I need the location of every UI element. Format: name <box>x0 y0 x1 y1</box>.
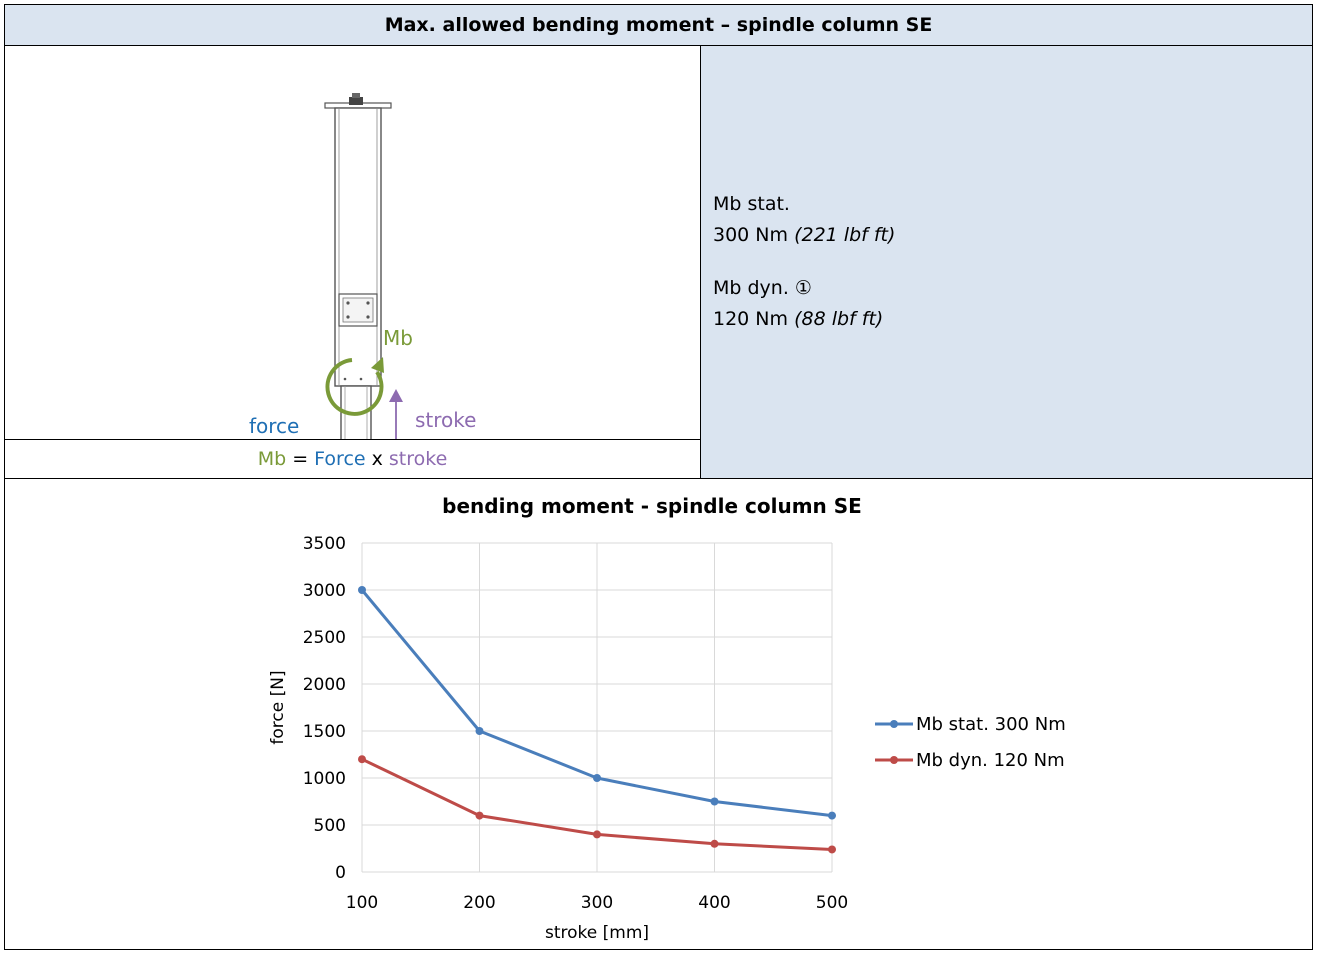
mb-dyn-value: 120 Nm <box>713 308 795 330</box>
mb-stat-imperial: (221 lbf ft) <box>794 224 896 246</box>
spindle-column-drawing <box>324 93 403 439</box>
formula-equals: = <box>286 448 315 470</box>
y-tick-label: 3500 <box>303 534 346 554</box>
mb-label: Mb <box>383 326 413 350</box>
stroke-label: stroke <box>415 408 477 432</box>
x-tick-label: 100 <box>346 893 378 913</box>
mb-stat-value-row: 300 Nm (221 lbf ft) <box>713 220 1312 251</box>
formula-mb: Mb <box>257 448 287 470</box>
y-tick-label: 1000 <box>303 769 346 789</box>
force-label: force <box>249 414 300 438</box>
mb-stat-label: Mb stat. <box>713 193 790 215</box>
legend-swatch-marker <box>890 756 898 764</box>
data-point-dyn <box>828 845 836 854</box>
x-tick-label: 500 <box>816 893 848 913</box>
legend-swatch-marker <box>890 720 898 728</box>
data-point-stat <box>828 811 836 820</box>
data-point-dyn <box>358 755 366 764</box>
mb-dyn-value-row: 120 Nm (88 lbf ft) <box>713 304 1312 335</box>
y-tick-label: 3000 <box>303 581 346 601</box>
legend-entry: Mb dyn. 120 Nm <box>916 750 1065 771</box>
data-point-stat <box>475 727 484 735</box>
legend-entry: Mb stat. 300 Nm <box>916 714 1066 735</box>
y-axis-label: force [N] <box>268 670 288 744</box>
y-tick-label: 0 <box>335 863 346 883</box>
x-axis-label: stroke [mm] <box>545 923 649 943</box>
mb-dyn-label: Mb dyn. ① <box>713 277 812 299</box>
bending-moment-chart: bending moment - spindle column SE 0 500 10… <box>268 494 1066 943</box>
formula-row: Mb = Force x stroke <box>4 439 701 479</box>
moment-values-panel: Mb stat. 300 Nm (221 lbf ft) Mb dyn. ① 1… <box>699 45 1314 479</box>
chart-cell: bending moment - spindle column SE 0 500 10… <box>3 478 1314 950</box>
y-tick-label: 500 <box>314 816 346 836</box>
bending-moment-sheet: Max. allowed bending moment – spindle co… <box>3 4 1314 956</box>
x-tick-label: 200 <box>463 893 495 913</box>
formula-stroke: stroke <box>388 448 448 470</box>
mb-dyn-imperial: (88 lbf ft) <box>794 308 884 330</box>
sheet-title: Max. allowed bending moment – spindle co… <box>3 4 1314 46</box>
mb-stat-value: 300 Nm <box>713 224 795 246</box>
x-tick-label: 300 <box>581 893 613 913</box>
formula-force: Force <box>314 448 366 470</box>
chart-title: bending moment - spindle column SE <box>442 494 862 518</box>
sheet-table: Max. allowed bending moment – spindle co… <box>3 4 1314 950</box>
y-tick-label: 1500 <box>303 722 346 742</box>
data-point-stat <box>358 586 366 594</box>
data-point-dyn <box>475 811 484 820</box>
data-point-stat <box>710 797 719 806</box>
data-point-dyn <box>593 830 601 839</box>
spindle-column-illustration: Mb force stroke <box>4 45 701 440</box>
y-tick-label: 2500 <box>303 628 346 648</box>
y-tick-label: 2000 <box>303 675 346 695</box>
data-point-stat <box>593 774 601 782</box>
formula-times: x <box>365 448 389 470</box>
data-point-dyn <box>710 839 719 848</box>
x-tick-label: 400 <box>698 893 730 913</box>
